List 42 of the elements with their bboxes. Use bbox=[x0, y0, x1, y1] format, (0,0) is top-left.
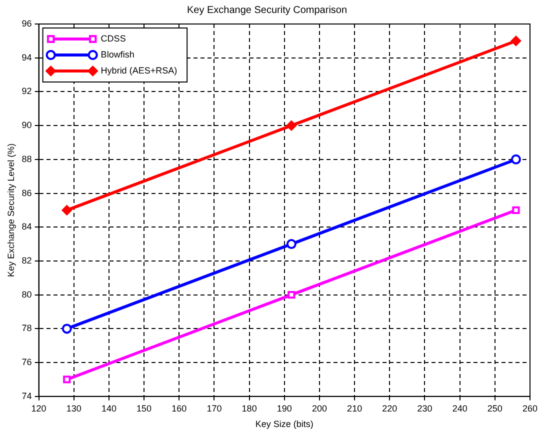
legend-label: Hybrid (AES+RSA) bbox=[100, 65, 178, 76]
y-tick-label: 90 bbox=[22, 120, 32, 130]
y-tick-label: 78 bbox=[22, 323, 32, 334]
y-tick-label: 82 bbox=[22, 255, 32, 266]
x-tick-label: 180 bbox=[242, 403, 257, 414]
point bbox=[510, 36, 521, 46]
x-tick-label: 140 bbox=[101, 403, 116, 414]
x-tick-label: 240 bbox=[452, 403, 468, 414]
x-tick-label: 200 bbox=[312, 403, 328, 414]
legend-label: CDSS bbox=[100, 33, 126, 44]
y-tick-label: 84 bbox=[22, 222, 32, 232]
point bbox=[510, 154, 521, 164]
point bbox=[63, 376, 71, 384]
point bbox=[288, 291, 296, 299]
x-tick-label: 150 bbox=[136, 403, 152, 414]
x-tick-label: 210 bbox=[347, 403, 362, 414]
point bbox=[62, 205, 72, 216]
x-tick-label: 160 bbox=[172, 403, 187, 414]
y-tick-label: 94 bbox=[22, 52, 32, 62]
legend-label: Blowfish bbox=[100, 49, 134, 60]
y-tick-label: 76 bbox=[22, 357, 32, 368]
y-axis-title: Key Exchange Security Level (%) bbox=[6, 143, 16, 277]
x-axis-title: Key Size (bits) bbox=[255, 419, 314, 430]
x-tick-label: 230 bbox=[417, 403, 432, 414]
x-tick-label: 260 bbox=[522, 403, 538, 414]
y-tick-label: 74 bbox=[22, 390, 32, 401]
x-tick-label: 250 bbox=[487, 403, 502, 414]
y-tick-label: 80 bbox=[22, 289, 32, 300]
y-tick-label: 92 bbox=[22, 86, 32, 96]
x-tick-label: 220 bbox=[382, 403, 398, 414]
x-tick-label: 130 bbox=[66, 403, 82, 414]
x-tick-label: 190 bbox=[276, 403, 292, 414]
point bbox=[286, 120, 296, 131]
y-tick-label: 88 bbox=[22, 154, 32, 164]
x-tick-label: 170 bbox=[206, 403, 222, 414]
x-tick-label: 120 bbox=[31, 403, 46, 414]
point bbox=[512, 206, 520, 214]
point bbox=[62, 324, 72, 334]
point bbox=[286, 239, 296, 250]
chart-title: Key Exchange Security Comparison bbox=[186, 4, 348, 16]
y-tick-label: 86 bbox=[22, 188, 32, 198]
y-tick-label: 96 bbox=[22, 18, 32, 28]
